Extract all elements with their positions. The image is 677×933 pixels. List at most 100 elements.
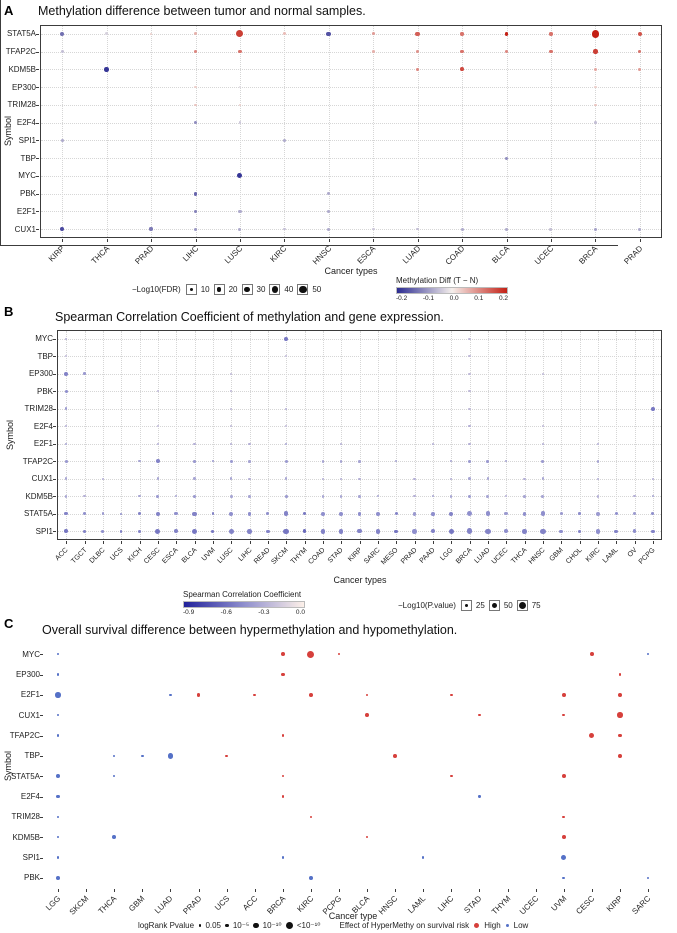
- data-point-b: [541, 425, 544, 428]
- gridline-v: [341, 331, 343, 539]
- colorbar-tick-label: -0.1: [422, 295, 435, 302]
- data-point-a: [638, 227, 642, 231]
- y-tick-a: [36, 87, 39, 89]
- data-point-c: [365, 835, 369, 839]
- gridline-v: [597, 331, 599, 539]
- x-tick-label-a: BRCA: [577, 244, 600, 267]
- low-risk-dot: [505, 924, 509, 927]
- y-tick-label-c: CUX1: [18, 710, 40, 720]
- data-point-b: [193, 494, 196, 498]
- x-tick-b: [634, 541, 636, 544]
- data-point-b: [284, 336, 289, 341]
- gridline-v: [396, 331, 398, 539]
- data-point-c: [450, 693, 453, 697]
- x-tick-label-a: KIRP: [47, 244, 67, 264]
- data-point-c: [225, 754, 228, 758]
- gridline-v: [328, 26, 330, 237]
- y-tick-c: [40, 755, 43, 757]
- data-point-c: [56, 856, 60, 859]
- gridline-v: [579, 331, 581, 539]
- data-point-c: [365, 693, 369, 697]
- x-tick-c: [58, 889, 60, 892]
- data-point-b: [230, 407, 233, 410]
- data-point-b: [651, 529, 655, 533]
- data-point-c: [450, 774, 453, 778]
- data-point-b: [193, 442, 196, 445]
- data-point-b: [541, 494, 545, 498]
- data-point-b: [596, 459, 600, 463]
- x-tick-label-a: KIRC: [268, 244, 289, 264]
- data-point-b: [375, 511, 380, 516]
- size-legend-label: 50: [312, 285, 322, 294]
- data-point-b: [541, 372, 544, 375]
- data-point-b: [64, 442, 68, 445]
- gridline-v: [121, 331, 123, 539]
- data-point-c: [112, 835, 117, 840]
- data-point-b: [375, 528, 381, 534]
- data-point-a: [326, 31, 332, 37]
- x-tick-a: [328, 239, 330, 242]
- y-tick-label-a: TFAP2C: [5, 47, 36, 57]
- data-point-a: [327, 192, 331, 196]
- panel-b-title: Spearman Correlation Coefficient of meth…: [55, 310, 444, 324]
- data-point-b: [595, 511, 600, 516]
- gridline-h: [41, 229, 661, 231]
- data-point-b: [321, 477, 324, 480]
- data-point-a: [238, 209, 242, 213]
- data-point-a: [637, 31, 642, 37]
- x-tick-label-a: PRAD: [133, 244, 156, 267]
- colorbar-tick-label: -0.6: [220, 609, 232, 616]
- y-tick-label-b: TFAP2C: [22, 456, 53, 466]
- y-tick-c: [40, 796, 43, 798]
- gridline-v: [194, 331, 196, 539]
- x-tick-b: [432, 541, 434, 544]
- low-risk-label: Low: [513, 921, 529, 930]
- x-tick-a: [462, 239, 464, 242]
- data-point-b: [119, 529, 123, 533]
- gridline-v: [506, 26, 508, 237]
- gridline-v: [550, 26, 552, 237]
- data-point-b: [394, 529, 398, 533]
- data-point-c: [646, 652, 650, 656]
- panel-c-letter: C: [4, 616, 14, 631]
- size-legend-label: 25: [475, 601, 485, 610]
- data-point-b: [64, 371, 69, 376]
- data-point-a: [415, 31, 420, 37]
- panel-b-x-axis-title: Cancer types: [333, 575, 387, 585]
- data-point-b: [412, 528, 417, 534]
- data-point-b: [468, 477, 471, 481]
- data-point-b: [156, 425, 159, 428]
- y-tick-b: [53, 338, 56, 340]
- y-tick-a: [36, 69, 39, 71]
- data-point-b: [485, 528, 491, 534]
- y-tick-b: [53, 408, 56, 410]
- size-legend-items: 10 20 30 40 50: [185, 284, 322, 295]
- data-point-b: [248, 494, 251, 498]
- gridline-h: [41, 175, 661, 177]
- data-point-b: [211, 512, 215, 516]
- data-point-a: [460, 67, 464, 72]
- colorbar-tick-label: 0.1: [474, 295, 484, 302]
- size-legend-swatch: [488, 600, 500, 611]
- colorbar-title: Methylation Diff (T − N): [396, 276, 479, 285]
- data-point-b: [192, 511, 197, 516]
- data-point-b: [119, 512, 123, 515]
- data-point-b: [522, 528, 527, 534]
- high-risk-label: High: [484, 921, 501, 930]
- data-point-c: [617, 753, 622, 758]
- size-legend-label: <10⁻¹⁰: [296, 921, 321, 930]
- data-point-b: [211, 529, 215, 533]
- data-point-c: [561, 774, 566, 779]
- data-point-a: [238, 103, 242, 107]
- data-point-a: [327, 209, 331, 213]
- data-point-b: [357, 529, 362, 534]
- data-point-b: [321, 494, 325, 498]
- x-tick-a: [550, 239, 552, 242]
- x-tick-b: [396, 541, 398, 544]
- x-tick-label-a: HNSC: [310, 244, 334, 267]
- data-point-b: [247, 528, 252, 534]
- data-point-b: [65, 425, 68, 428]
- gridline-v: [377, 331, 379, 539]
- data-point-a: [282, 227, 286, 231]
- data-point-b: [284, 494, 288, 498]
